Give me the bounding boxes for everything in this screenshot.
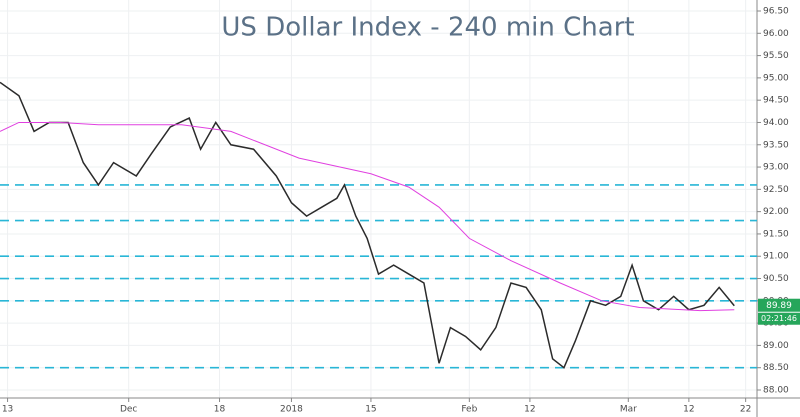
y-tick-label: 88.00 — [763, 386, 789, 396]
x-tick-label: 12 — [524, 405, 535, 415]
series-line — [0, 121, 735, 312]
x-tick-label: 12 — [683, 405, 694, 415]
y-tick-label: 91.50 — [763, 229, 789, 239]
y-tick-label: 93.00 — [763, 163, 789, 173]
x-tick-label: 18 — [214, 405, 226, 415]
x-tick-label: Feb — [461, 405, 477, 415]
y-tick-label: 94.00 — [763, 118, 789, 128]
x-tick-label: 13 — [2, 405, 13, 415]
countdown-label: 02:21:46 — [761, 314, 797, 323]
y-tick-label: 89.00 — [763, 341, 789, 351]
y-tick-label: 96.00 — [763, 29, 789, 39]
price-label: 89.89 — [766, 301, 792, 311]
y-tick-label: 95.00 — [763, 73, 789, 83]
x-tick-label: Dec — [120, 405, 137, 415]
x-tick-label: Mar — [620, 405, 637, 415]
y-tick-label: 92.00 — [763, 207, 789, 217]
countdown-tag — [758, 312, 800, 325]
y-tick-label: 90.50 — [763, 274, 789, 284]
y-tick-label: 95.50 — [763, 51, 789, 61]
y-tick-label: 91.00 — [763, 252, 789, 262]
x-tick-label: 2018 — [280, 405, 303, 415]
y-tick-label: 94.50 — [763, 96, 789, 106]
x-tick-label: 15 — [365, 405, 376, 415]
y-tick-label: 88.50 — [763, 363, 789, 373]
y-tick-label: 93.50 — [763, 140, 789, 150]
y-tick-label: 92.50 — [763, 185, 789, 195]
x-tick-label: 22 — [740, 405, 751, 415]
y-tick-label: 96.50 — [763, 7, 789, 17]
series-line — [0, 81, 735, 369]
price-tag — [758, 298, 800, 312]
chart-title: US Dollar Index - 240 min Chart — [221, 13, 634, 43]
grid — [0, 0, 757, 398]
